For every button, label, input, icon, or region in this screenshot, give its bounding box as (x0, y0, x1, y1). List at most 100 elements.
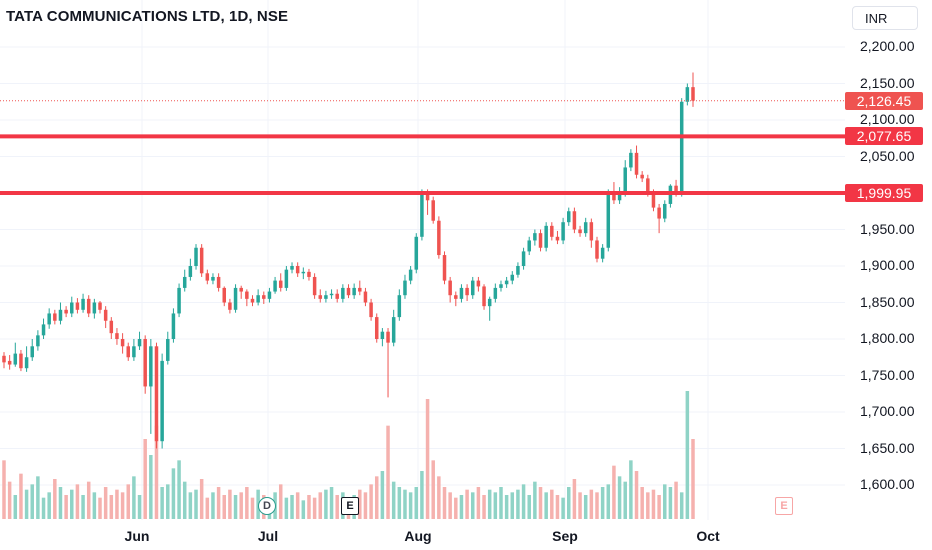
candle-body (312, 276, 317, 296)
volume-bar (335, 495, 339, 519)
volume-bar (437, 476, 441, 519)
candle-body (425, 193, 430, 201)
y-tick-label: 1,600.00 (860, 476, 915, 492)
candle-body (487, 298, 492, 307)
candle-body (160, 360, 164, 442)
volume-bar (30, 484, 34, 519)
y-tick-label: 1,800.00 (860, 330, 915, 346)
volume-bar (53, 479, 57, 519)
volume-bar (154, 425, 159, 519)
candle-body (103, 309, 108, 321)
candle-body (380, 331, 385, 339)
candle-body (149, 346, 153, 387)
volume-bar (504, 495, 509, 519)
volume-bar (527, 495, 531, 519)
volume-bar (120, 492, 125, 519)
volume-bar (98, 497, 102, 519)
volume-bar (583, 495, 588, 519)
volume-bar (668, 487, 673, 519)
candle-body (36, 335, 40, 347)
candle-body (278, 280, 283, 288)
candle-body (606, 193, 611, 248)
volume-bar (555, 495, 560, 519)
candle-body (92, 302, 97, 314)
candle-body (166, 339, 170, 361)
candle-body (120, 339, 125, 347)
level-price-tag-upper: 2,077.65 (845, 127, 923, 146)
volume-bar (544, 492, 548, 519)
candle-body (194, 247, 198, 266)
volume-bar (538, 487, 543, 519)
volume-bar (634, 471, 639, 519)
candle-body (70, 302, 74, 314)
candle-body (386, 331, 390, 343)
candle-body (239, 287, 243, 292)
volume-bar (295, 492, 300, 519)
candle-body (132, 346, 136, 358)
volume-bar (182, 481, 187, 519)
volume-bar (24, 489, 29, 519)
volume-bar (36, 476, 40, 519)
candle-body (482, 286, 486, 307)
volume-bar (233, 495, 238, 519)
currency-selector[interactable]: INR (852, 6, 918, 30)
volume-bar (629, 460, 633, 519)
volume-bar (651, 489, 656, 519)
candle-body (403, 280, 407, 296)
volume-bar (13, 495, 18, 519)
candle-body (657, 207, 661, 219)
dividend-marker[interactable]: D (258, 497, 276, 515)
volume-bar (448, 492, 452, 519)
candle-body (538, 233, 543, 248)
candle-body (358, 287, 362, 292)
volume-bar (391, 481, 396, 519)
volume-bar (420, 471, 424, 519)
candle-body (301, 271, 306, 274)
volume-bar (386, 425, 390, 519)
upcoming-earnings-marker[interactable]: E (775, 497, 793, 515)
volume-bar (92, 492, 97, 519)
volume-bar (646, 492, 650, 519)
volume-bar (358, 489, 362, 519)
volume-bar (674, 481, 678, 519)
candle-body (290, 266, 294, 270)
volume-bar (595, 492, 599, 519)
x-tick-label: Jun (124, 528, 150, 544)
volume-bar (572, 479, 577, 519)
volume-bar (499, 487, 503, 519)
candle-body (431, 200, 435, 221)
horizontal-levels[interactable] (0, 100, 845, 196)
volume-bar (516, 489, 520, 519)
candle-body (544, 225, 548, 248)
chart-title: TATA COMMUNICATIONS LTD, 1D, NSE (6, 8, 289, 25)
volume-bar (510, 492, 515, 519)
candle-body (634, 152, 639, 175)
volume-bar (194, 489, 198, 519)
candle-body (550, 225, 554, 237)
y-tick-label: 2,200.00 (860, 38, 915, 54)
volume-bar (7, 481, 12, 519)
candle-body (465, 287, 469, 296)
volume-bar (521, 484, 526, 519)
candle-body (504, 280, 509, 285)
earnings-marker[interactable]: E (341, 497, 359, 515)
candle-body (521, 251, 526, 266)
volume-bar (431, 460, 435, 519)
volume-bar (58, 487, 63, 519)
volume-bar (318, 492, 323, 519)
candle-body (454, 295, 458, 299)
candle-body (318, 295, 323, 299)
volume-bar (657, 495, 661, 519)
volume-bar (211, 492, 215, 519)
volume-bar (403, 489, 407, 519)
candle-body (420, 193, 424, 237)
volume-bar (606, 484, 611, 519)
volume-bar (103, 487, 108, 519)
candle-body (75, 302, 80, 310)
volume-bar (222, 495, 227, 519)
candle-body (30, 346, 34, 358)
volume-bar (612, 465, 616, 519)
volume-bar (550, 489, 554, 519)
x-tick-label: Oct (696, 528, 720, 544)
